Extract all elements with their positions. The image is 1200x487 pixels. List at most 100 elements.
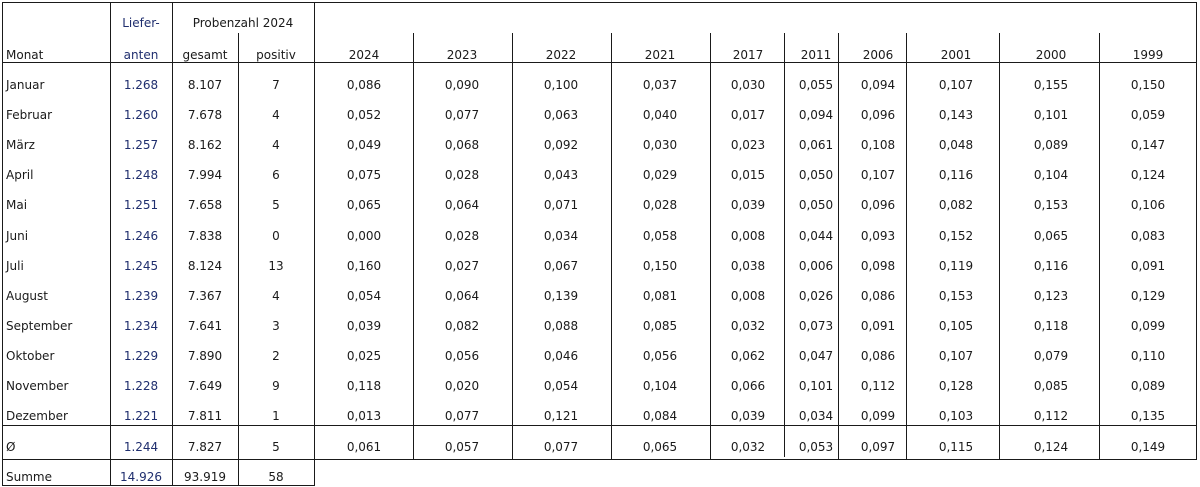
gesamt-cell: 8.162	[187, 138, 223, 153]
month-label: Mai	[6, 198, 28, 213]
header-year-2001: 2001	[940, 48, 972, 62]
value-cell: 0,023	[730, 138, 766, 153]
value-cell: 0,096	[860, 108, 896, 123]
header-monat: Monat	[6, 48, 44, 62]
value-cell: 0,116	[1033, 258, 1069, 273]
value-cell: 0,055	[798, 78, 834, 92]
gesamt-cell: 7.838	[187, 228, 223, 243]
value-cell: 0,066	[730, 379, 766, 393]
table-bottom-divider	[2, 459, 1197, 460]
value-cell: 0,089	[1130, 379, 1166, 393]
lieferanten-cell: 1.251	[123, 198, 159, 213]
header-year-2022: 2022	[545, 48, 577, 62]
average-value: 0,061	[346, 440, 382, 454]
gesamt-cell: 8.107	[187, 78, 223, 92]
value-cell: 0,139	[543, 288, 579, 303]
positiv-cell: 6	[272, 168, 280, 183]
value-cell: 0,028	[444, 168, 480, 183]
year-column-divider	[710, 33, 711, 460]
value-cell: 0,089	[1033, 138, 1069, 153]
value-cell: 0,058	[642, 228, 678, 243]
gesamt-cell: 7.811	[187, 409, 223, 424]
value-cell: 0,129	[1130, 288, 1166, 303]
year-column-divider	[906, 33, 907, 460]
value-cell: 0,104	[1033, 168, 1069, 183]
value-cell: 0,054	[346, 288, 382, 303]
value-cell: 0,082	[444, 318, 480, 333]
value-cell: 0,093	[860, 228, 896, 243]
value-cell: 0,054	[543, 379, 579, 393]
average-value: 0,057	[444, 440, 480, 454]
year-column-divider	[611, 33, 612, 460]
value-cell: 0,086	[346, 78, 382, 92]
value-cell: 0,119	[938, 258, 974, 273]
average-value: 0,065	[642, 440, 678, 454]
value-cell: 0,150	[1130, 78, 1166, 92]
year-column-divider	[838, 33, 839, 460]
value-cell: 0,071	[543, 198, 579, 213]
value-cell: 0,081	[642, 288, 678, 303]
gesamt-cell: 7.658	[187, 198, 223, 213]
header-year-2023: 2023	[446, 48, 478, 62]
value-cell: 0,094	[798, 108, 834, 123]
value-cell: 0,030	[730, 78, 766, 92]
value-cell: 0,118	[346, 379, 382, 393]
value-cell: 0,059	[1130, 108, 1166, 123]
value-cell: 0,082	[938, 198, 974, 213]
header-year-1999: 1999	[1132, 48, 1164, 62]
value-cell: 0,063	[543, 108, 579, 123]
year-column-divider	[512, 33, 513, 460]
value-cell: 0,047	[798, 348, 834, 363]
value-cell: 0,048	[938, 138, 974, 153]
lieferanten-cell: 1.239	[123, 288, 159, 303]
positiv-cell: 0	[272, 228, 280, 243]
value-cell: 0,052	[346, 108, 382, 123]
month-label: Juli	[6, 258, 24, 273]
sum-gesamt: 93.919	[184, 470, 226, 484]
lieferanten-cell: 1.229	[123, 348, 159, 363]
month-label: Juni	[6, 228, 29, 243]
value-cell: 0,040	[642, 108, 678, 123]
value-cell: 0,091	[860, 318, 896, 333]
value-cell: 0,077	[444, 108, 480, 123]
value-cell: 0,124	[1130, 168, 1166, 183]
value-cell: 0,026	[798, 288, 834, 303]
header-gesamt: gesamt	[182, 48, 228, 62]
value-cell: 0,046	[543, 348, 579, 363]
value-cell: 0,118	[1033, 318, 1069, 333]
value-cell: 0,030	[642, 138, 678, 153]
value-cell: 0,084	[642, 409, 678, 424]
gesamt-cell: 7.678	[187, 108, 223, 123]
value-cell: 0,029	[642, 168, 678, 183]
value-cell: 0,160	[346, 258, 382, 273]
year-column-divider	[784, 33, 785, 457]
table-border-top	[2, 2, 1197, 3]
header-year-2000: 2000	[1035, 48, 1067, 62]
gesamt-cell: 7.890	[187, 348, 223, 363]
lieferanten-cell: 1.228	[123, 379, 159, 393]
value-cell: 0,085	[642, 318, 678, 333]
value-cell: 0,008	[730, 288, 766, 303]
average-value: 0,124	[1033, 440, 1069, 454]
positiv-cell: 5	[272, 198, 280, 213]
average-value: 0,077	[543, 440, 579, 454]
positiv-cell: 4	[272, 288, 280, 303]
value-cell: 0,000	[346, 228, 382, 243]
year-column-divider	[1099, 33, 1100, 460]
positiv-cell: 2	[272, 348, 280, 363]
value-cell: 0,013	[346, 409, 382, 424]
year-column-divider	[999, 33, 1000, 460]
value-cell: 0,121	[543, 409, 579, 424]
value-cell: 0,152	[938, 228, 974, 243]
sum-row-bottom	[2, 485, 315, 486]
value-cell: 0,025	[346, 348, 382, 363]
month-label: September	[6, 318, 73, 333]
lieferanten-cell: 1.245	[123, 258, 159, 273]
month-label: März	[6, 138, 35, 153]
value-cell: 0,086	[860, 288, 896, 303]
value-cell: 0,028	[444, 228, 480, 243]
value-cell: 0,153	[938, 288, 974, 303]
value-cell: 0,108	[860, 138, 896, 153]
value-cell: 0,107	[938, 78, 974, 92]
header-year-2024: 2024	[348, 48, 380, 62]
